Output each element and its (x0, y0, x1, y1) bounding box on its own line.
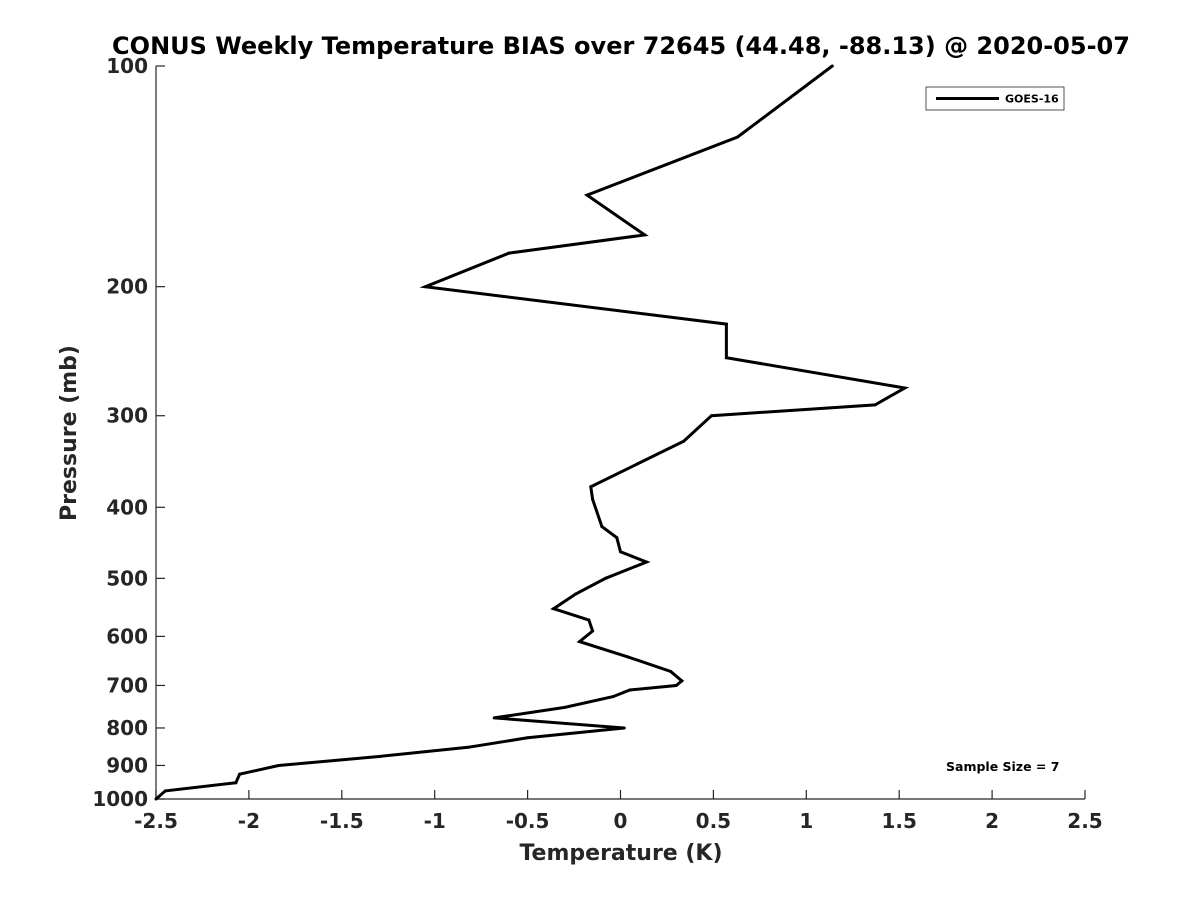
series-vertex (154, 797, 158, 801)
y-tick-label: 800 (106, 716, 148, 740)
plot-axes (155, 66, 1085, 800)
y-axis-label: Pressure (mb) (57, 345, 82, 521)
series-vertex (628, 688, 632, 692)
x-axis-label: Temperature (K) (519, 841, 722, 866)
series-vertex (526, 736, 530, 740)
series-vertex (710, 414, 713, 418)
series-vertex (643, 233, 647, 237)
series-vertex (587, 618, 591, 622)
series-vertex (600, 525, 604, 529)
series-vertex (682, 439, 686, 443)
series-vertex (615, 536, 619, 540)
series-vertex (552, 607, 556, 611)
y-tick-label: 600 (106, 624, 148, 648)
series-vertex (589, 485, 593, 489)
series-vertex (377, 755, 381, 758)
series-vertex (645, 560, 648, 564)
series-vertex (724, 322, 728, 326)
series-vertex (466, 745, 470, 749)
chart-title: CONUS Weekly Temperature BIAS over 72645… (112, 32, 1130, 60)
x-tick-label: -0.5 (506, 809, 550, 833)
series-vertex (563, 705, 567, 709)
series-vertex (163, 789, 167, 793)
x-tick-label: 0.5 (696, 809, 731, 833)
series-vertex (622, 726, 626, 730)
series-vertex (591, 497, 595, 501)
x-tick-label: 1.5 (881, 809, 916, 833)
series-vertex (903, 386, 907, 390)
series-vertex (574, 592, 578, 596)
series-vertex (578, 640, 582, 644)
series-vertex (830, 64, 834, 68)
y-tick-label: 900 (106, 753, 148, 777)
x-tick-label: 1 (799, 809, 813, 833)
x-tick-label: -2.5 (134, 809, 178, 833)
y-axis-ticks: 100 200 300 400 500 600 700 800 900 1000 (92, 54, 165, 811)
y-tick-label: 500 (106, 566, 148, 590)
legend: GOES-16 (925, 86, 1065, 111)
series-vertex (585, 193, 589, 197)
series-vertex (724, 356, 728, 360)
series-vertex (492, 716, 496, 720)
series-vertex (873, 403, 877, 407)
x-tick-label: -1 (424, 809, 446, 833)
x-axis-ticks: -2.5 -2 -1.5 -1 -0.5 0 0.5 1 1.5 2 2.5 (134, 790, 1103, 833)
series-vertex (736, 135, 740, 139)
y-tick-label: 300 (106, 404, 148, 428)
x-tick-label: 2.5 (1067, 809, 1102, 833)
y-tick-label: 1000 (92, 787, 148, 811)
y-tick-label: 200 (106, 275, 148, 299)
x-tick-label: -2 (238, 809, 260, 833)
x-tick-label: -1.5 (320, 809, 364, 833)
series-vertex (604, 576, 608, 580)
series-vertex (626, 655, 630, 659)
series-vertex (680, 679, 684, 683)
y-tick-label: 400 (106, 495, 148, 519)
series-vertex (674, 684, 678, 687)
sample-size-annotation: Sample Size = 7 (946, 759, 1059, 774)
series-vertex (423, 285, 427, 289)
y-tick-label: 100 (106, 54, 148, 78)
series-vertex (507, 251, 511, 255)
series-vertex (619, 550, 622, 554)
series-vertex (234, 781, 238, 785)
series-vertex (669, 670, 673, 673)
series-vertex (277, 764, 281, 767)
series-vertex (238, 772, 242, 776)
x-tick-label: 0 (614, 809, 628, 833)
x-tick-label: 2 (985, 809, 999, 833)
legend-entry-label: GOES-16 (1005, 93, 1059, 106)
goes-16-series-line (155, 64, 910, 801)
y-tick-label: 700 (106, 673, 148, 697)
series-vertex (611, 695, 615, 699)
series-vertex (591, 629, 595, 633)
goes-16-series-points (154, 64, 907, 801)
